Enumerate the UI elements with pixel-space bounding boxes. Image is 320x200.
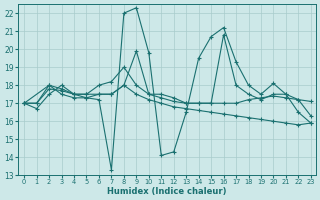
- X-axis label: Humidex (Indice chaleur): Humidex (Indice chaleur): [107, 187, 227, 196]
